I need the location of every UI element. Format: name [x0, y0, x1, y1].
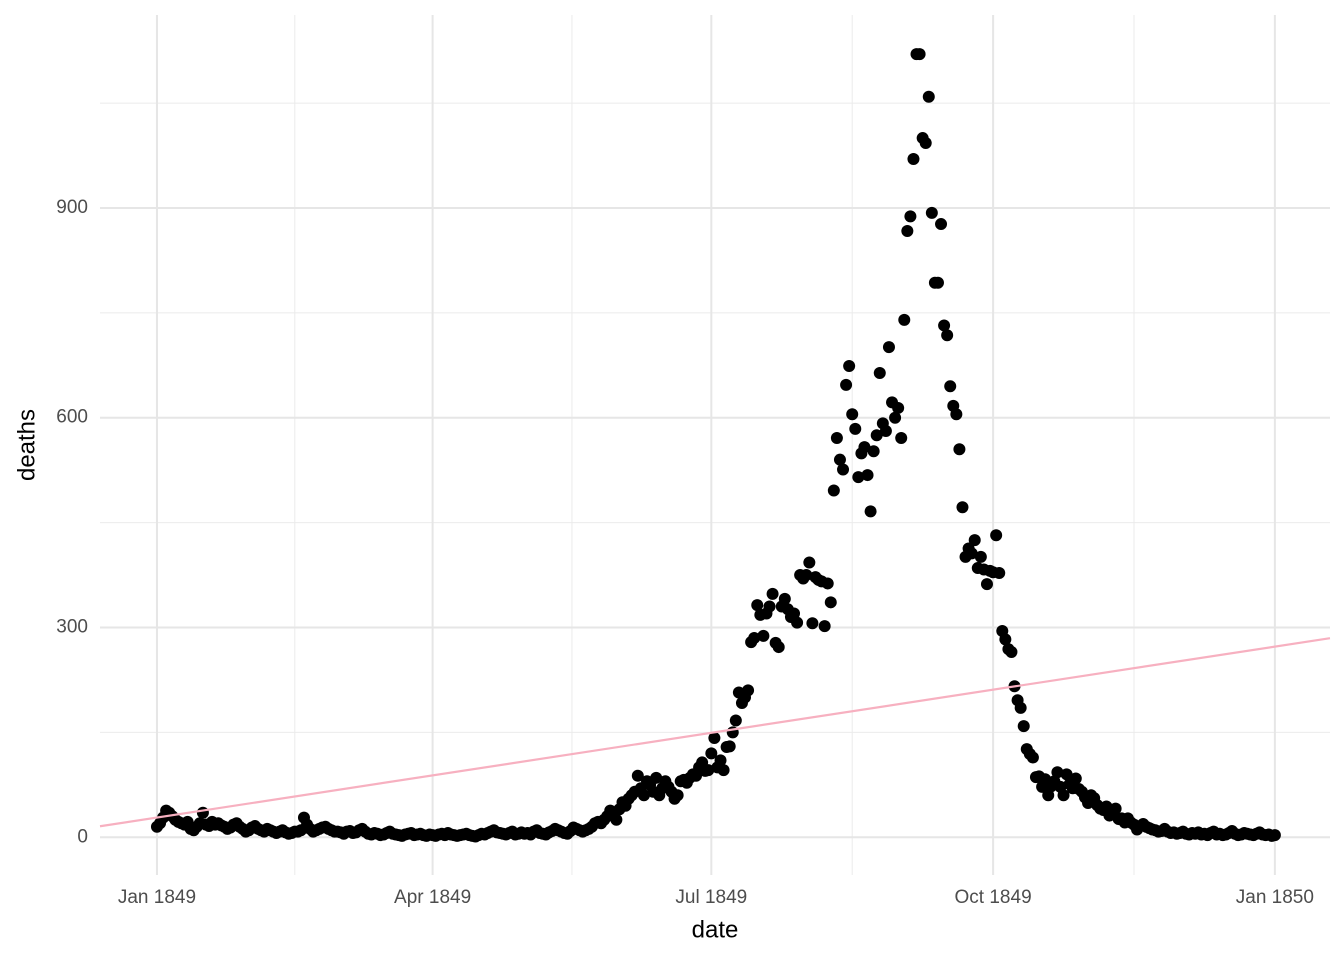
point	[791, 616, 804, 629]
point	[904, 210, 917, 223]
x-axis-title: date	[692, 916, 739, 943]
point	[803, 556, 816, 569]
x-tick-label: Apr 1849	[394, 887, 471, 908]
point	[1109, 802, 1122, 815]
point	[1069, 772, 1082, 785]
point	[953, 443, 966, 456]
y-tick-label: 900	[56, 197, 88, 218]
point	[1268, 829, 1281, 842]
y-tick-label: 300	[56, 617, 88, 638]
point	[766, 587, 779, 600]
point	[849, 422, 862, 435]
point	[717, 764, 730, 777]
point	[922, 90, 935, 103]
point	[941, 329, 954, 342]
point	[757, 629, 770, 642]
point	[965, 547, 978, 560]
point	[705, 747, 718, 760]
point	[935, 218, 948, 231]
point	[748, 631, 761, 644]
point	[990, 529, 1003, 542]
point	[742, 684, 755, 697]
point	[806, 617, 819, 630]
point	[714, 754, 727, 767]
point	[944, 380, 957, 393]
trend-line	[99, 637, 1331, 828]
point	[901, 225, 914, 238]
point	[870, 429, 883, 442]
point	[1005, 645, 1018, 658]
point	[889, 411, 902, 424]
point	[846, 408, 859, 421]
point	[772, 641, 785, 654]
point	[956, 501, 969, 514]
point	[867, 445, 880, 458]
point	[708, 731, 721, 744]
x-tick-label: Jan 1849	[118, 887, 196, 908]
point	[729, 714, 742, 727]
x-tick-label: Jan 1850	[1236, 887, 1314, 908]
point	[824, 596, 837, 609]
point	[631, 769, 644, 782]
point	[637, 789, 650, 802]
point	[800, 569, 813, 582]
point	[1026, 751, 1039, 764]
point	[723, 740, 736, 753]
point	[818, 620, 831, 633]
point	[196, 806, 209, 819]
point	[778, 592, 791, 605]
point	[931, 276, 944, 289]
y-tick-label: 600	[56, 407, 88, 428]
point	[980, 578, 993, 591]
point	[993, 566, 1006, 579]
point	[898, 313, 911, 326]
point	[751, 599, 764, 612]
point	[873, 366, 886, 379]
point	[650, 771, 663, 784]
point	[852, 471, 865, 484]
plot-area	[99, 48, 1331, 843]
point	[788, 607, 801, 620]
point	[1060, 768, 1073, 781]
point	[864, 505, 877, 518]
point	[968, 534, 981, 547]
point	[895, 432, 908, 445]
point	[892, 401, 905, 414]
point	[1042, 789, 1055, 802]
y-tick-label: 0	[77, 826, 88, 847]
point	[974, 550, 987, 563]
point	[858, 441, 871, 454]
point	[840, 378, 853, 391]
point	[907, 153, 920, 166]
point	[821, 577, 834, 590]
point	[763, 600, 776, 613]
point	[1014, 701, 1027, 714]
point	[671, 789, 684, 802]
point	[1051, 766, 1064, 779]
y-axis-title: deaths	[13, 409, 40, 481]
point	[950, 408, 963, 421]
point	[830, 432, 843, 445]
point	[913, 48, 926, 61]
point	[919, 136, 932, 149]
x-tick-label: Oct 1849	[955, 887, 1032, 908]
point	[610, 813, 623, 826]
point	[827, 484, 840, 497]
point	[837, 463, 850, 476]
point	[1017, 720, 1030, 733]
point	[833, 453, 846, 466]
point	[702, 764, 715, 777]
point	[843, 359, 856, 372]
point	[861, 469, 874, 482]
grid	[100, 15, 1330, 875]
point	[925, 206, 938, 219]
point	[999, 633, 1012, 646]
point	[879, 425, 892, 438]
x-tick-label: Jul 1849	[675, 887, 747, 908]
point	[882, 341, 895, 354]
point	[1057, 789, 1070, 802]
point	[938, 319, 951, 332]
